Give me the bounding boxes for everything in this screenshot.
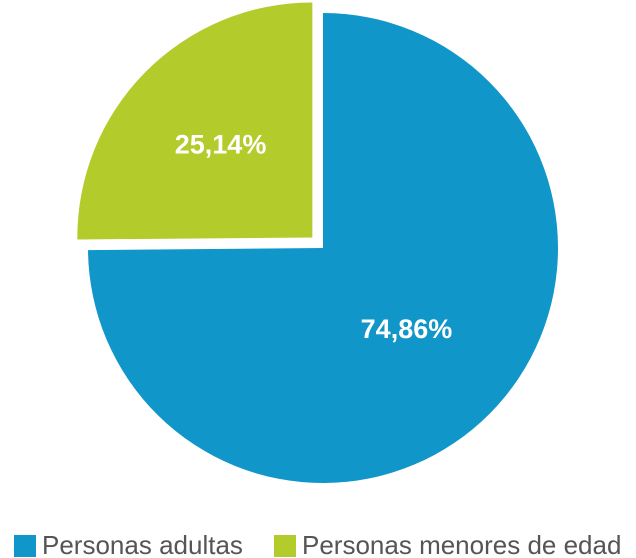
legend-swatch	[274, 535, 296, 557]
value-label: 25,14%	[175, 130, 267, 160]
legend-label: Personas menores de edad	[302, 530, 621, 558]
value-label: 74,86%	[361, 314, 453, 344]
pie-slice	[77, 2, 313, 240]
legend-label: Personas adultas	[42, 530, 243, 558]
legend-swatch	[14, 535, 36, 557]
pie-slice	[88, 13, 558, 484]
